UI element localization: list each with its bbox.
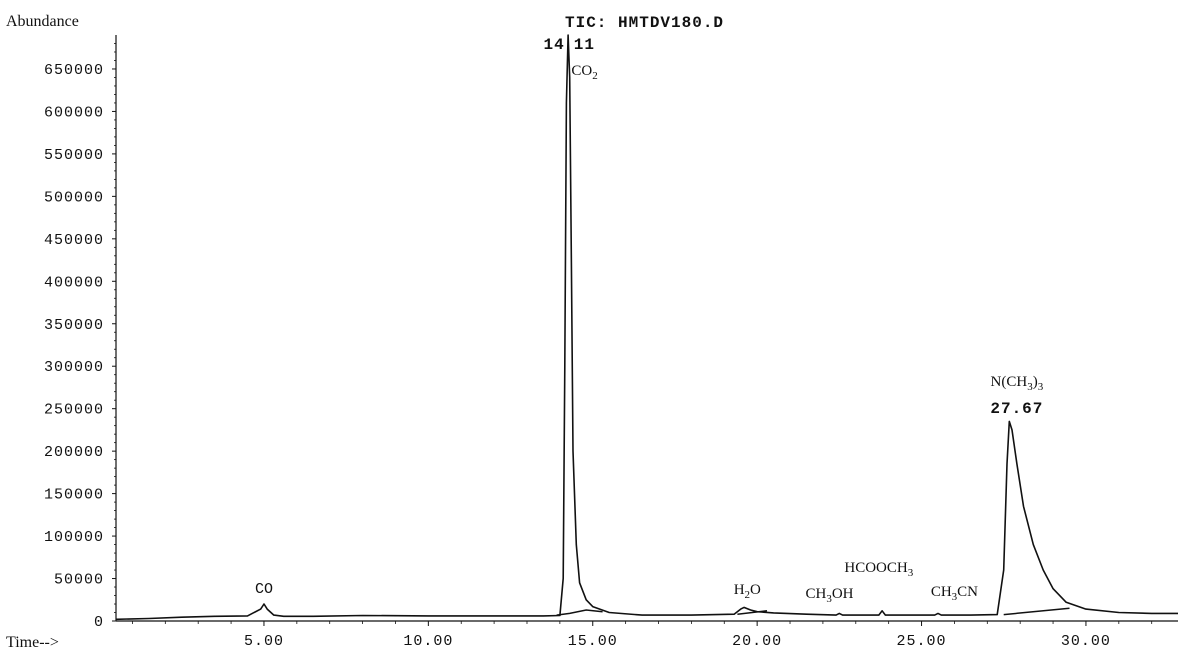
x-tick-label: 25.00	[897, 633, 947, 650]
peak-annotation: N(CH3)3	[991, 374, 1044, 393]
y-tick-label: 400000	[44, 274, 104, 291]
y-tick-label: 350000	[44, 317, 104, 334]
y-tick-label: 300000	[44, 359, 104, 376]
x-tick-label: 20.00	[732, 633, 782, 650]
x-axis-label: Time-->	[6, 634, 59, 651]
y-tick-label: 650000	[44, 62, 104, 79]
tic-trace-line	[115, 34, 1178, 621]
annotation-layer: CO 14 11 CO2 H2O CH3OH HCOOCH3 CH3CN N(CH3)3 27.6…	[255, 36, 1044, 605]
y-tick-label: 50000	[54, 572, 104, 589]
peak-label: 11	[574, 36, 595, 54]
peak-annotation: CH3OH	[805, 586, 853, 605]
y-axis-label: Abundance	[6, 13, 79, 30]
peak-annotation: 27.67	[990, 400, 1043, 418]
y-tick-label: 500000	[44, 189, 104, 206]
series-layer	[115, 34, 1178, 621]
y-tick-label: 550000	[44, 147, 104, 164]
peak-annotation: HCOOCH3	[844, 560, 913, 579]
y-tick-label: 600000	[44, 104, 104, 121]
x-tick-label: 30.00	[1061, 633, 1111, 650]
x-tick-label: 15.00	[568, 633, 618, 650]
y-tick-label: 150000	[44, 487, 104, 504]
integration-baseline	[1003, 607, 1070, 616]
peak-annotation: H2O	[734, 582, 761, 601]
ticks-layer: 0 50000 100000 150000 200000 250000 300000 3500…	[44, 35, 1178, 650]
peak-label: 14	[544, 36, 565, 54]
x-tick-label: 10.00	[403, 633, 453, 650]
y-tick-label: 0	[94, 614, 104, 631]
x-tick-label: 5.00	[244, 633, 284, 650]
y-tick-label: 450000	[44, 232, 104, 249]
integration-baseline	[556, 609, 603, 616]
peak-annotation: CO2	[571, 63, 597, 82]
peak-annotation: CH3CN	[931, 584, 978, 603]
peak-annotation: CO	[255, 581, 273, 598]
y-tick-label: 250000	[44, 402, 104, 419]
chart-title: TIC: HMTDV180.D	[565, 14, 724, 32]
y-tick-label: 100000	[44, 529, 104, 546]
y-tick-label: 200000	[44, 444, 104, 461]
